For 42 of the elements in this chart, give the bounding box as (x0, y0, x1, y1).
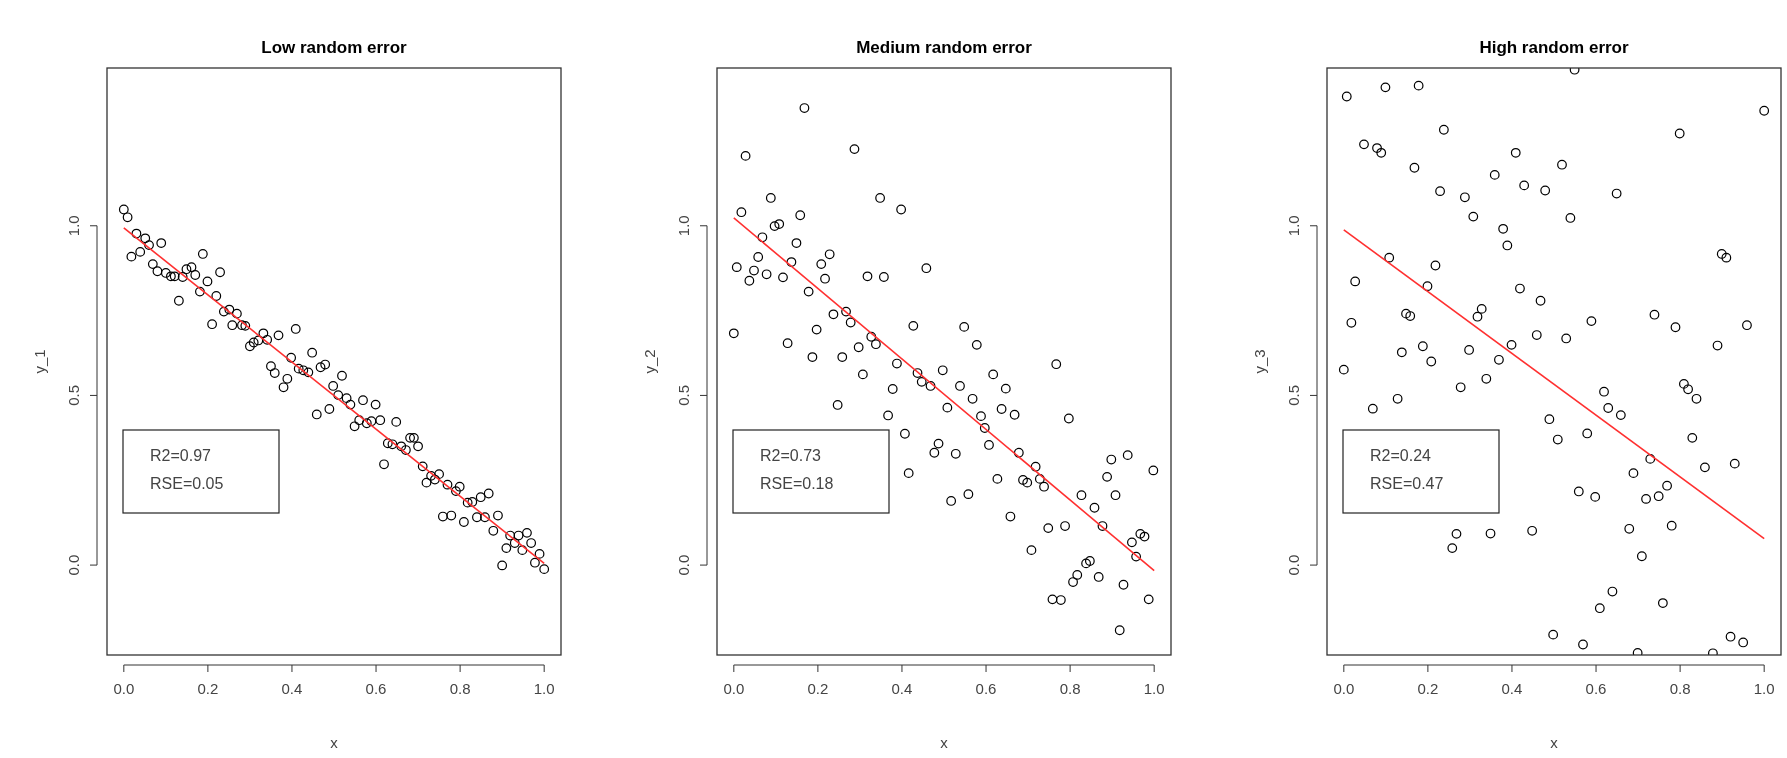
y-tick-label: 0.0 (65, 554, 82, 576)
x-tick-label: 0.0 (723, 680, 745, 697)
y-tick-label: 1.0 (1285, 215, 1302, 237)
annotation: RSE=0.47 (1370, 475, 1444, 492)
annotation: R2=0.73 (760, 447, 822, 464)
x-tick-label: 0.6 (975, 680, 997, 697)
chart-title: High random error (1479, 38, 1629, 57)
x-tick-label: 0.2 (807, 680, 829, 697)
x-tick-label: 0.0 (113, 680, 135, 697)
x-tick-label: 0.4 (281, 680, 303, 697)
y-tick-label: 0.5 (65, 385, 82, 406)
x-tick-label: 1.0 (1143, 680, 1165, 697)
x-tick-label: 0.4 (891, 680, 913, 697)
y-axis-title: y_2 (641, 349, 658, 374)
y-tick-label: 1.0 (675, 215, 692, 237)
x-tick-label: 0.6 (1585, 680, 1607, 697)
annotation: RSE=0.05 (150, 475, 224, 492)
x-tick-label: 0.8 (1669, 680, 1691, 697)
y-tick-label: 0.0 (675, 554, 692, 576)
y-tick-label: 0.5 (1285, 385, 1302, 406)
chart-title: Medium random error (856, 38, 1033, 57)
x-tick-label: 1.0 (1753, 680, 1775, 697)
annotation: R2=0.24 (1370, 447, 1432, 464)
x-axis-title: x (1550, 734, 1559, 751)
x-axis-title: x (940, 734, 949, 751)
y-axis-title: y_1 (31, 349, 48, 374)
x-tick-label: 0.4 (1501, 680, 1523, 697)
annotation: R2=0.97 (150, 447, 212, 464)
x-tick-label: 0.6 (365, 680, 387, 697)
x-axis-title: x (330, 734, 339, 751)
y-tick-label: 1.0 (65, 215, 82, 237)
x-tick-label: 0.0 (1333, 680, 1355, 697)
x-tick-label: 0.8 (1059, 680, 1081, 697)
y-axis-title: y_3 (1251, 349, 1268, 374)
annotation: RSE=0.18 (760, 475, 834, 492)
x-tick-label: 0.8 (449, 680, 471, 697)
y-tick-label: 0.5 (675, 385, 692, 406)
x-tick-label: 1.0 (533, 680, 555, 697)
y-tick-label: 0.0 (1285, 554, 1302, 576)
chart-title: Low random error (261, 38, 408, 57)
x-tick-label: 0.2 (197, 680, 219, 697)
x-tick-label: 0.2 (1417, 680, 1439, 697)
